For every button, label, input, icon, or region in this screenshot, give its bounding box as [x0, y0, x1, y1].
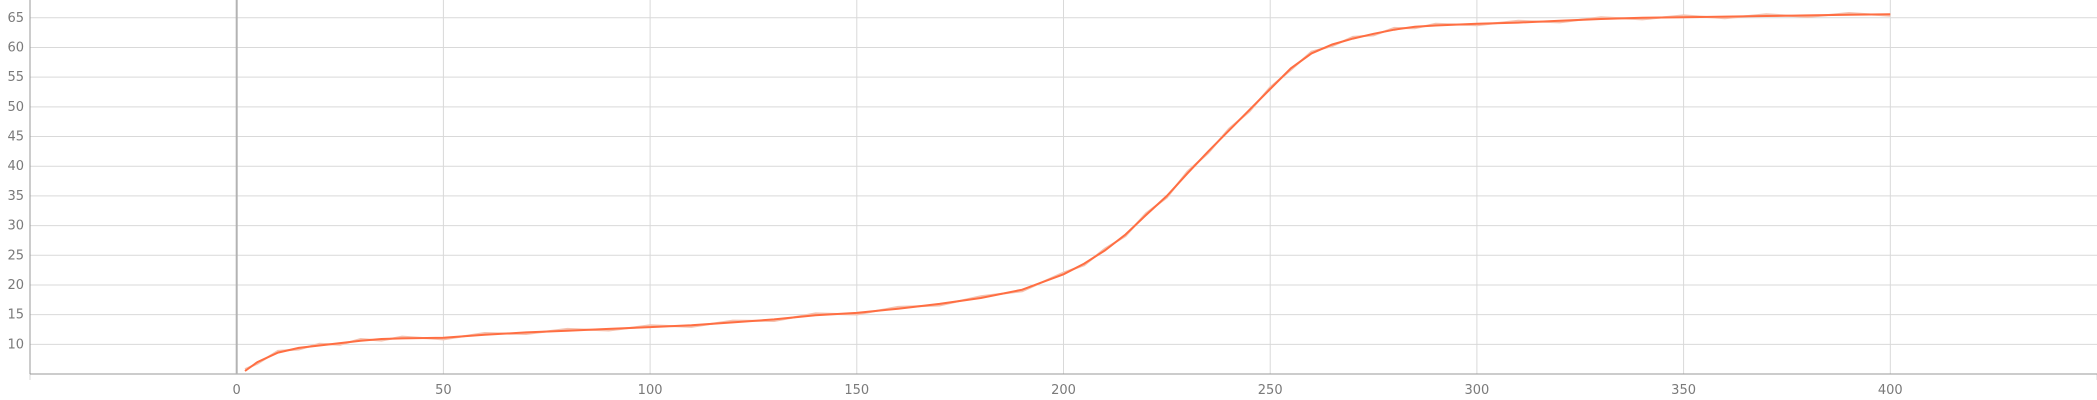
y-tick-label: 10	[7, 337, 24, 352]
y-tick-label: 25	[7, 248, 24, 263]
y-tick-label: 15	[7, 308, 24, 323]
y-tick-label: 40	[7, 159, 24, 174]
y-tick-label: 45	[7, 130, 24, 145]
raw-series-line	[244, 11, 1891, 371]
x-tick-label: 50	[435, 383, 452, 398]
x-tick-label: 350	[1671, 383, 1696, 398]
y-tick-label: 65	[7, 11, 24, 26]
x-tick-label: 400	[1878, 383, 1903, 398]
x-tick-labels: 0 50 100 150 200 250 300 350 400	[233, 383, 1903, 398]
x-tick-label: 0	[233, 383, 241, 398]
y-tick-label: 60	[7, 40, 24, 55]
y-tick-label: 20	[7, 278, 24, 293]
y-tick-label: 55	[7, 70, 24, 85]
smoothed-series-line	[244, 13, 1891, 372]
x-tick-label: 200	[1051, 383, 1076, 398]
x-tick-label: 250	[1258, 383, 1283, 398]
y-tick-labels: 10 15 20 25 30 35 40 45 50 55 60 65	[7, 11, 24, 353]
y-tick-label: 35	[7, 189, 24, 204]
x-tick-label: 300	[1464, 383, 1489, 398]
x-gridlines	[29, 0, 2097, 380]
y-tick-label: 50	[7, 100, 24, 115]
x-tick-label: 100	[638, 383, 663, 398]
x-tick-label: 150	[844, 383, 869, 398]
y-tick-label: 30	[7, 219, 24, 234]
